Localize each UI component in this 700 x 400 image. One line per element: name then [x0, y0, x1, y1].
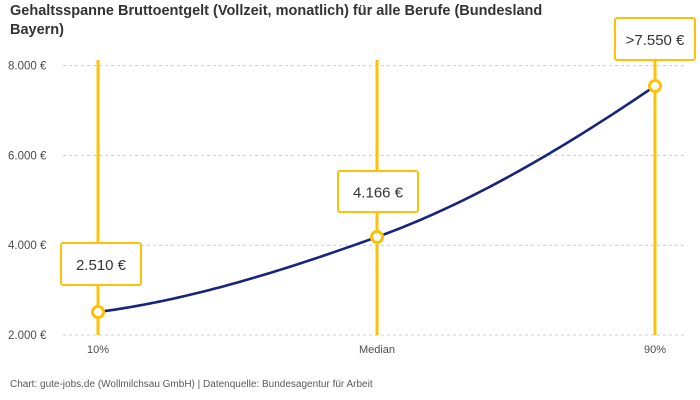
svg-text:8.000 €: 8.000 € [8, 61, 47, 73]
svg-text:90%: 90% [644, 344, 666, 356]
svg-text:4.000 €: 4.000 € [8, 240, 47, 252]
svg-text:4.166 €: 4.166 € [353, 185, 404, 202]
svg-text:10%: 10% [87, 344, 109, 356]
svg-text:2.000 €: 2.000 € [8, 330, 47, 342]
svg-text:>7.550 €: >7.550 € [626, 32, 685, 49]
svg-text:Median: Median [359, 344, 395, 356]
svg-text:2.510 €: 2.510 € [76, 257, 127, 274]
svg-text:6.000 €: 6.000 € [8, 150, 47, 162]
